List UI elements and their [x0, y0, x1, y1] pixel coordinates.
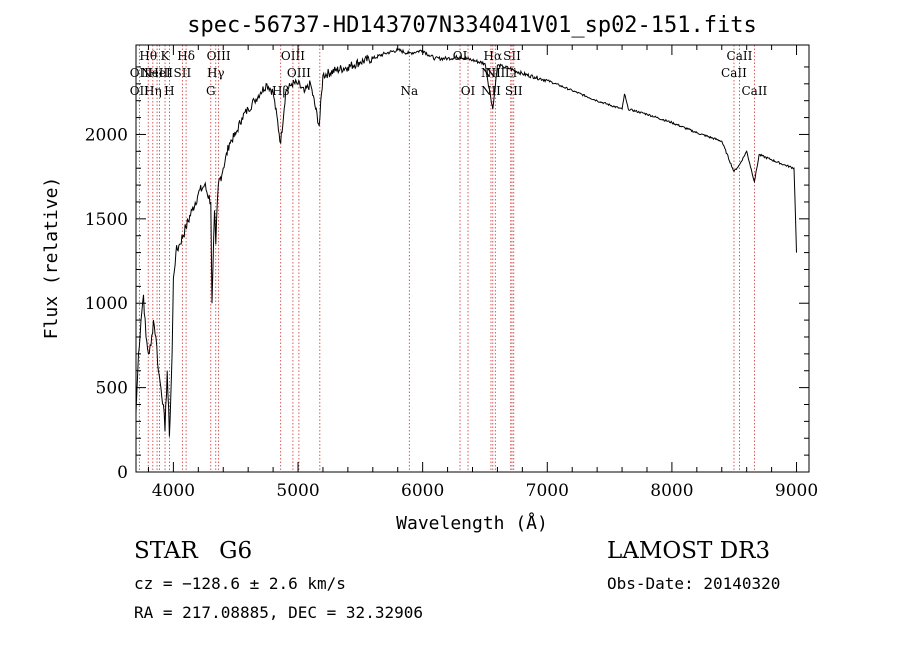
spectral-line-label: SII — [174, 66, 192, 80]
y-axis-label: Flux (relative) — [41, 177, 62, 340]
spectral-line-label: Li — [505, 66, 517, 80]
spectral-line-label: Na — [400, 84, 418, 98]
spectral-line-label: Hα — [484, 49, 503, 63]
spectral-line-label: OII — [130, 66, 150, 80]
spectral-line-label: OI — [453, 49, 468, 63]
spectral-lines-layer: OIIOIIHθHηNeIIIHeIKHSIIHδGHγOIIIHβOIIIOI… — [130, 45, 768, 472]
spectral-line-label: HeI — [148, 66, 171, 80]
spectral-line-label: OIII — [281, 49, 305, 63]
x-axis-label: Wavelength (Å) — [396, 512, 548, 534]
x-tick-label: 8000 — [650, 481, 693, 501]
spectral-line-label: K — [161, 49, 171, 63]
y-tick-label: 1000 — [85, 294, 128, 314]
spectral-line-label: OIII — [207, 49, 231, 63]
spectral-line-label: Hη — [144, 84, 162, 98]
spectral-line-label: SII — [505, 84, 523, 98]
y-tick-label: 1500 — [85, 210, 128, 230]
observation-date: Obs-Date: 20140320 — [607, 574, 781, 593]
spectral-subclass: G6 — [219, 538, 253, 564]
y-tick-label: 0 — [117, 463, 128, 483]
x-tick-label: 9000 — [775, 481, 818, 501]
spectral-line-label: G — [206, 84, 216, 98]
object-class-line: STAR G6 — [134, 538, 252, 564]
y-tick-label: 2000 — [85, 125, 128, 145]
spectrum-series-line — [135, 47, 797, 437]
spectral-line-label: OIII — [287, 66, 311, 80]
spectral-line-label: SII — [503, 49, 521, 63]
spectral-line-label: OI — [461, 84, 476, 98]
chart-title: spec-56737-HD143707N334041V01_sp02-151.f… — [187, 13, 757, 38]
coordinates: RA = 217.08885, DEC = 32.32906 — [134, 603, 423, 622]
spectral-line-label: H — [164, 84, 174, 98]
spectral-line-label: CaII — [721, 66, 747, 80]
x-tick-label: 7000 — [526, 481, 569, 501]
redshift-velocity: cz = −128.6 ± 2.6 km/s — [134, 574, 346, 593]
spectral-line-label: Hδ — [177, 49, 195, 63]
x-tick-label: 5000 — [276, 481, 319, 501]
spectral-line-label: Hθ — [139, 49, 157, 63]
plot-frame — [135, 44, 810, 473]
object-class: STAR — [134, 538, 198, 564]
spectrum-layer — [135, 47, 797, 437]
x-tick-label: 4000 — [152, 481, 195, 501]
spectral-line-label: Hγ — [207, 66, 225, 80]
axis-ticks-layer: 4000 5000 6000 7000 8000 9000 0 500 1000 1500 2000 — [85, 45, 818, 501]
spectral-line-label: NII — [485, 66, 505, 80]
spectral-line-label: OII — [130, 84, 150, 98]
spectral-line-label: CaII — [741, 84, 767, 98]
spectral-line-label: NII — [481, 84, 501, 98]
x-tick-label: 6000 — [401, 481, 444, 501]
survey-name: LAMOST DR3 — [607, 538, 771, 564]
spectral-line-label: CaII — [727, 49, 753, 63]
y-tick-label: 500 — [96, 379, 128, 399]
